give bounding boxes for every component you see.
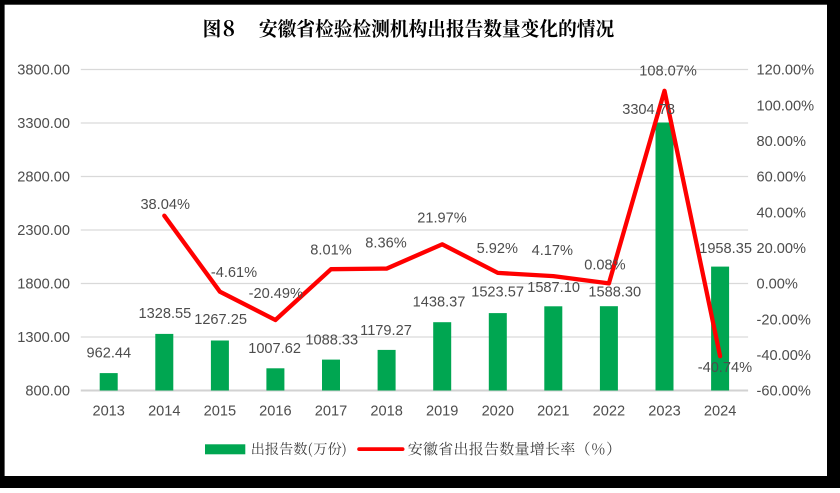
svg-text:4.17%: 4.17% [532, 243, 573, 259]
svg-text:-40.74%: -40.74% [698, 360, 752, 376]
svg-text:1088.33: 1088.33 [305, 332, 358, 348]
svg-text:2014: 2014 [148, 403, 180, 419]
svg-text:-40.00%: -40.00% [757, 348, 811, 364]
svg-text:0.08%: 0.08% [584, 258, 625, 274]
svg-text:2021: 2021 [537, 403, 569, 419]
svg-text:1267.25: 1267.25 [194, 312, 247, 328]
svg-text:1523.57: 1523.57 [471, 284, 524, 300]
svg-text:1800.00: 1800.00 [17, 277, 70, 293]
svg-text:1588.30: 1588.30 [588, 284, 641, 300]
svg-text:120.00%: 120.00% [757, 63, 815, 79]
svg-text:1438.37: 1438.37 [413, 294, 466, 310]
svg-text:2300.00: 2300.00 [17, 223, 70, 239]
svg-text:3304.78: 3304.78 [622, 102, 675, 118]
svg-text:1179.27: 1179.27 [360, 323, 412, 339]
svg-text:5.92%: 5.92% [477, 241, 518, 257]
svg-text:20.00%: 20.00% [757, 241, 807, 257]
svg-text:962.44: 962.44 [86, 346, 131, 362]
svg-text:800.00: 800.00 [25, 384, 70, 400]
svg-text:3800.00: 3800.00 [17, 63, 70, 79]
svg-text:-60.00%: -60.00% [757, 384, 811, 400]
svg-text:2017: 2017 [315, 403, 347, 419]
svg-text:100.00%: 100.00% [757, 98, 815, 114]
svg-text:8.36%: 8.36% [365, 236, 406, 252]
svg-text:21.97%: 21.97% [417, 211, 467, 227]
svg-text:38.04%: 38.04% [140, 197, 190, 213]
svg-text:2023: 2023 [648, 403, 680, 419]
svg-text:2020: 2020 [482, 403, 514, 419]
svg-text:1958.35: 1958.35 [699, 241, 752, 257]
svg-text:8.01%: 8.01% [310, 243, 351, 259]
svg-text:2015: 2015 [204, 403, 236, 419]
svg-text:2018: 2018 [370, 403, 402, 419]
svg-text:-20.00%: -20.00% [757, 312, 811, 328]
svg-text:2016: 2016 [259, 403, 291, 419]
svg-text:-4.61%: -4.61% [211, 265, 257, 281]
svg-text:40.00%: 40.00% [757, 205, 807, 221]
svg-text:1300.00: 1300.00 [17, 330, 70, 346]
svg-text:2800.00: 2800.00 [17, 170, 70, 186]
svg-text:108.07%: 108.07% [639, 64, 697, 80]
svg-text:80.00%: 80.00% [757, 134, 807, 150]
svg-text:2024: 2024 [704, 403, 736, 419]
svg-text:0.00%: 0.00% [757, 277, 798, 293]
svg-text:1328.55: 1328.55 [139, 306, 192, 322]
svg-text:60.00%: 60.00% [757, 170, 807, 186]
svg-text:2019: 2019 [426, 403, 458, 419]
svg-text:2013: 2013 [92, 403, 124, 419]
svg-text:2022: 2022 [593, 403, 625, 419]
svg-text:3300.00: 3300.00 [17, 116, 70, 132]
svg-text:1007.62: 1007.62 [248, 341, 301, 357]
svg-text:1587.10: 1587.10 [527, 280, 580, 296]
svg-text:-20.49%: -20.49% [249, 286, 303, 302]
